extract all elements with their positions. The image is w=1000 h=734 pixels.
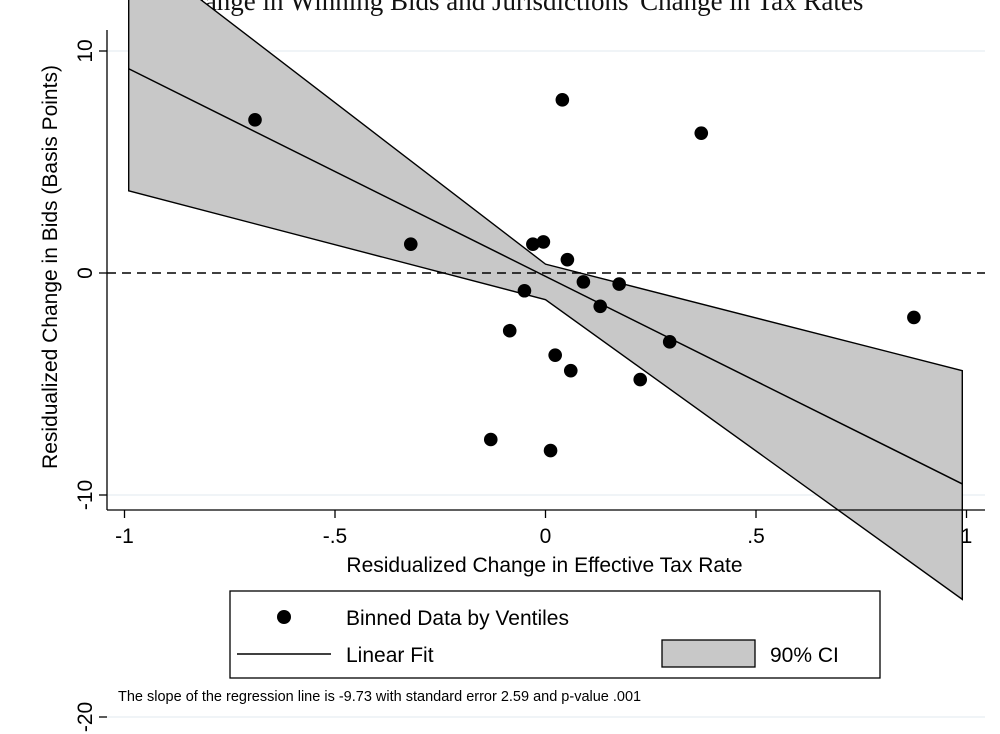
data-point	[907, 310, 921, 325]
axes: -1-.50.51-20-1001020	[74, 30, 985, 732]
data-point	[483, 432, 498, 447]
y-tick-label: 0	[74, 267, 97, 279]
y-tick-label: 10	[74, 39, 97, 62]
x-tick-label: -.5	[323, 525, 348, 548]
legend-ci-swatch	[661, 639, 756, 668]
legend-label-ci: 90% CI	[770, 644, 839, 667]
data-point	[576, 275, 591, 289]
y-tick-label: -20	[74, 702, 97, 732]
x-tick-label: .5	[747, 525, 765, 548]
data-point	[555, 93, 570, 107]
x-axis-title: Residualized Change in Effective Tax Rat…	[346, 554, 742, 577]
x-tick-label: 0	[540, 525, 552, 548]
fit-line	[128, 68, 963, 485]
confidence-band	[128, 0, 963, 601]
legend: Binned Data by Ventiles Linear Fit 90% C…	[229, 590, 881, 679]
legend-label-fit: Linear Fit	[346, 644, 434, 667]
data-point	[593, 299, 608, 314]
y-tick-label: -10	[74, 480, 97, 510]
data-point	[662, 335, 677, 349]
legend-dot-marker	[277, 610, 291, 624]
x-tick-label: -1	[115, 525, 134, 548]
x-tick-label: 1	[961, 525, 973, 548]
data-point	[536, 235, 551, 249]
data-point	[633, 372, 648, 387]
data-points	[248, 93, 921, 458]
ci-band-area	[128, 0, 963, 601]
data-point	[612, 277, 626, 291]
legend-box	[229, 590, 881, 679]
data-point	[526, 237, 540, 251]
data-point	[517, 283, 532, 298]
data-point	[543, 443, 558, 458]
data-point	[403, 237, 418, 251]
data-point	[694, 126, 709, 140]
linear-fit-line	[128, 68, 963, 485]
data-point	[248, 113, 262, 127]
legend-label-binned: Binned Data by Ventiles	[346, 607, 569, 630]
y-axis-title: Residualized Change in Bids (Basis Point…	[39, 65, 62, 469]
regression-note: The slope of the regression line is -9.7…	[118, 689, 641, 705]
data-point	[548, 348, 562, 362]
data-point	[563, 363, 578, 378]
data-point	[560, 252, 575, 267]
data-point	[502, 323, 517, 338]
chart-title: (c) Change in Winning Bids and Jurisdict…	[136, 0, 864, 16]
